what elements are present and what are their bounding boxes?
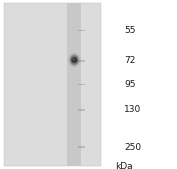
Bar [78,146,85,148]
Ellipse shape [68,53,81,67]
Ellipse shape [72,58,75,60]
Ellipse shape [70,55,79,65]
Text: 250: 250 [124,142,141,152]
Bar [78,60,85,62]
Bar [78,30,85,31]
Ellipse shape [69,54,79,66]
Bar [78,109,85,111]
Ellipse shape [71,57,77,63]
Text: 72: 72 [124,56,135,65]
Bar [4,3,101,166]
Bar [78,84,85,85]
Bar [67,3,81,166]
Text: 55: 55 [124,26,135,35]
Ellipse shape [70,55,78,65]
Text: kDa: kDa [115,162,133,169]
Text: 95: 95 [124,80,135,89]
Text: 130: 130 [124,105,141,114]
